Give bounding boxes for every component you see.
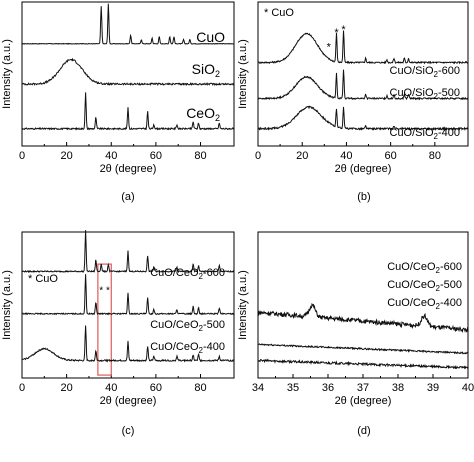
x-tick-label: 60 [150,382,162,394]
y-axis-label: Intensity (a.u.) [1,39,13,109]
plot-frame [21,231,235,379]
x-tick-label: 20 [296,150,308,162]
x-tick-label: 40 [105,382,117,394]
x-axis-label: 2θ (degree) [100,395,157,407]
x-tick-label: 0 [255,150,261,162]
y-axis-label: Intensity (a.u.) [1,270,13,340]
legend-annotation: * CuO [28,273,58,285]
x-tick-label: 38 [392,382,404,394]
panel-b: 0 20 40 60 80 2θ (degree) Intensity (a.u.) (b) *… [237,1,469,203]
series-label: CuO/CeO2-400 [387,297,462,311]
x-axis-label: 2θ (degree) [335,163,392,175]
x-tick-label: 60 [385,150,397,162]
y-axis-label: Intensity (a.u.) [237,39,249,109]
x-tick-label: 39 [427,382,439,394]
series-line-2 [22,274,235,316]
y-axis-label: Intensity (a.u.) [237,270,249,340]
series-label: CuO/CeO2-500 [150,319,225,333]
x-tick-label: 60 [150,150,162,162]
panel-caption: (c) [122,425,135,437]
plot-frame [257,1,469,147]
series-line-1 [22,3,235,45]
x-tick-label: 35 [287,382,299,394]
x-tick-label: 40 [340,150,352,162]
legend-annotation: * CuO [264,7,294,19]
series-label: CuO/SiO2-400 [390,127,461,141]
cuo-marker: * [341,24,346,36]
cuo-marker: * * [99,285,110,296]
series-line-3 [21,325,235,363]
x-tick-label: 20 [61,150,73,162]
series-label: CeO2 [186,105,220,123]
x-tick-label: 0 [19,150,25,162]
x-tick-label: 37 [357,382,369,394]
x-tick-label: 0 [19,382,25,394]
x-tick-label: 80 [194,150,206,162]
x-tick-label: 80 [429,150,441,162]
series-line-2 [257,343,469,355]
series-line-3 [21,92,235,131]
x-tick-label: 34 [252,382,264,394]
series-label: CuO/SiO2-600 [390,65,461,79]
panel-caption: (a) [121,191,134,203]
series-line-1 [257,30,469,65]
x-tick-label: 40 [105,150,117,162]
series-line-3 [257,105,469,132]
series-label: CuO/CeO2-600 [387,261,462,275]
series-line-2 [21,57,235,87]
series-line-1 [21,230,235,274]
x-tick-label: 36 [322,382,334,394]
panel-caption: (b) [357,191,370,203]
series-label: SiO2 [192,61,220,79]
series-line-1 [257,302,469,334]
plot-frame [21,1,235,147]
highlight-box [97,263,112,376]
x-tick-label: 40 [462,382,474,394]
cuo-marker: * [334,27,339,39]
x-axis-label: 2θ (degree) [335,395,392,407]
series-line-2 [257,69,469,101]
panel-c: 0 20 40 60 80 2θ (degree) Intensity (a.u.) (c) *… [1,230,235,437]
panel-d: 34 35 36 37 38 39 40 2θ (degree) Intensity (a.u.… [237,231,474,437]
series-line-3 [257,358,469,370]
series-label: CuO/CeO2-600 [150,267,225,281]
series-label: CuO/CeO2-500 [387,279,462,293]
series-label: CuO/SiO2-500 [390,87,461,101]
x-axis-label: 2θ (degree) [100,163,157,175]
panel-a: 0 20 40 60 80 2θ (degree) Intensity (a.u.) (a) C… [1,1,235,203]
series-label: CuO/CeO2-400 [150,341,225,355]
x-tick-label: 20 [61,382,73,394]
panel-caption: (d) [357,425,370,437]
series-label: CuO [196,29,225,45]
cuo-marker: * [327,41,332,53]
x-tick-label: 80 [194,382,206,394]
